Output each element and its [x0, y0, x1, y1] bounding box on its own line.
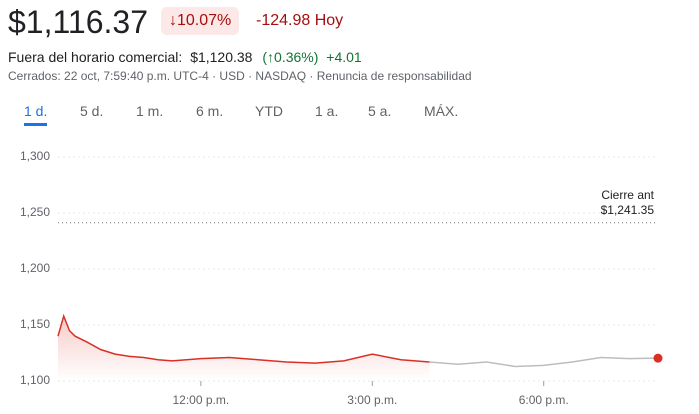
x-tick-label: 3:00 p.m.: [347, 393, 397, 407]
after-hours: Fuera del horario comercial: $1,120.38 (…: [8, 49, 362, 65]
price-line: [57, 313, 430, 364]
y-tick-label: 1,100: [20, 373, 50, 387]
range-tab[interactable]: 1 m.: [136, 103, 164, 119]
after-hours-label: Fuera del horario comercial:: [8, 49, 183, 65]
previous-close-value: $1,241.35: [601, 203, 655, 217]
range-tab[interactable]: 5 d.: [80, 103, 104, 119]
previous-close-label: Cierre ant: [601, 188, 654, 202]
area: [58, 316, 430, 381]
last-point: [653, 353, 663, 363]
change-badge: ↓10.07%: [161, 7, 240, 35]
y-tick-label: 1,250: [20, 205, 50, 219]
range-tab[interactable]: 6 m.: [196, 103, 224, 119]
range-tab[interactable]: 1 d.: [24, 103, 48, 126]
range-tab[interactable]: 1 a.: [315, 103, 339, 119]
range-tab[interactable]: 5 a.: [368, 103, 392, 119]
y-tick-label: 1,150: [20, 317, 50, 331]
status: Cerrados: 22 oct, 7:59:40 p.m. UTC-4 · U…: [8, 69, 472, 83]
x-tick-label: 12:00 p.m.: [173, 393, 230, 407]
price: $1,116.37: [8, 4, 148, 40]
range-tab[interactable]: YTD: [255, 103, 283, 119]
after-hours-abs: +4.01: [326, 49, 362, 65]
after-hours-price: $1,120.38: [190, 49, 253, 65]
after-hours-pct: (↑0.36%): [262, 49, 319, 65]
y-tick-label: 1,200: [20, 261, 50, 275]
y-tick-label: 1,300: [20, 149, 50, 163]
change-abs: -124.98 Hoy: [256, 12, 344, 29]
range-tab[interactable]: MÁX.: [424, 103, 459, 119]
x-tick-label: 6:00 p.m.: [519, 393, 569, 407]
price-line: [429, 356, 659, 368]
